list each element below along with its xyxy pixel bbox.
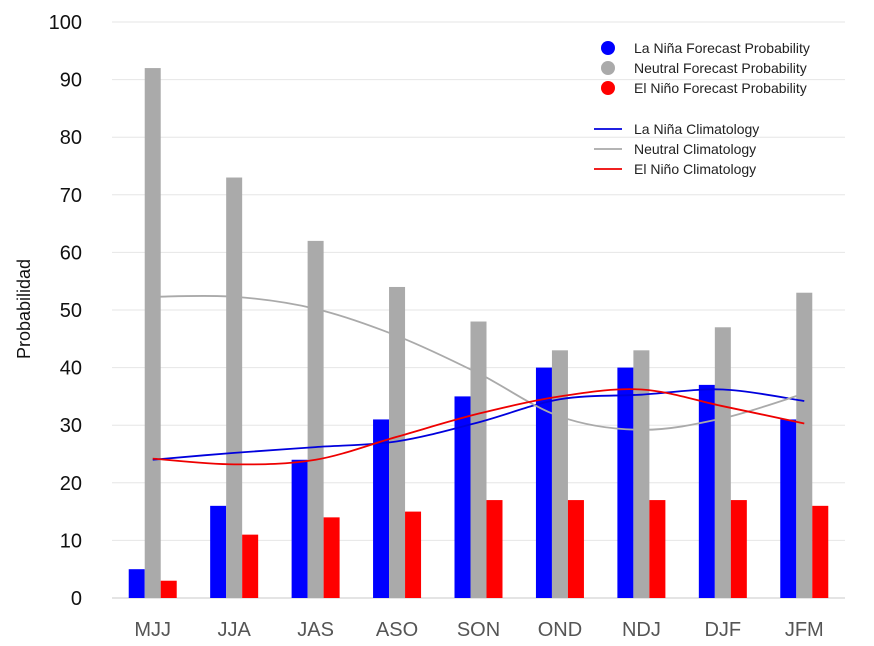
bar-el-ni-o-forecast-probability-mjj bbox=[160, 580, 177, 598]
bar-el-ni-o-forecast-probability-djf bbox=[730, 500, 747, 598]
bar-neutral-forecast-probability-djf bbox=[714, 327, 731, 598]
bar-el-ni-o-forecast-probability-jfm bbox=[812, 505, 829, 598]
y-tick-label: 0 bbox=[71, 588, 82, 610]
bar-neutral-forecast-probability-jfm bbox=[796, 292, 813, 598]
legend-item: Neutral Climatology bbox=[594, 141, 756, 157]
legend-label: El Niño Climatology bbox=[634, 161, 756, 177]
legend: La Niña Forecast Probability Neutral Fore… bbox=[594, 40, 810, 177]
x-tick-label: JJA bbox=[217, 619, 251, 641]
x-axis: MJJ JJA JAS ASO SON OND NDJ DJF JFM bbox=[134, 619, 823, 641]
bar-neutral-forecast-probability-son bbox=[470, 321, 487, 598]
bar-la-ni-a-forecast-probability-jas bbox=[291, 459, 308, 598]
bar-la-ni-a-forecast-probability-jja bbox=[210, 505, 227, 598]
bar-el-ni-o-forecast-probability-son bbox=[486, 500, 503, 598]
x-tick-label: JFM bbox=[785, 619, 824, 641]
legend-marker bbox=[601, 41, 615, 55]
line-el-ni-o-climatology bbox=[152, 388, 805, 466]
y-tick-label: 90 bbox=[60, 70, 82, 92]
legend-item: Neutral Forecast Probability bbox=[601, 60, 807, 76]
legend-label: Neutral Climatology bbox=[634, 141, 756, 157]
line-la-ni-a-climatology bbox=[152, 388, 805, 461]
legend-item: El Niño Climatology bbox=[594, 161, 756, 177]
x-tick-label: NDJ bbox=[622, 619, 661, 641]
legend-item: El Niño Forecast Probability bbox=[601, 80, 807, 96]
legend-item: La Niña Climatology bbox=[594, 121, 759, 137]
legend-label: La Niña Forecast Probability bbox=[634, 40, 810, 56]
bar-la-ni-a-forecast-probability-ndj bbox=[617, 367, 634, 598]
bar-neutral-forecast-probability-jja bbox=[226, 177, 243, 598]
bar-el-ni-o-forecast-probability-jja bbox=[242, 534, 259, 598]
climatology-lines bbox=[152, 294, 805, 466]
x-tick-label: DJF bbox=[704, 619, 741, 641]
bar-neutral-forecast-probability-ond bbox=[551, 350, 568, 598]
legend-item: La Niña Forecast Probability bbox=[601, 40, 810, 56]
bar-neutral-forecast-probability-jas bbox=[307, 240, 324, 598]
y-tick-label: 50 bbox=[60, 300, 82, 322]
bar-neutral-forecast-probability-aso bbox=[389, 286, 406, 598]
x-tick-label: JAS bbox=[297, 619, 334, 641]
bar-el-ni-o-forecast-probability-aso bbox=[405, 511, 422, 598]
bars bbox=[128, 68, 829, 598]
bar-el-ni-o-forecast-probability-ndj bbox=[649, 500, 666, 598]
bar-la-ni-a-forecast-probability-aso bbox=[373, 419, 390, 598]
y-tick-label: 100 bbox=[49, 12, 82, 34]
x-tick-label: MJJ bbox=[134, 619, 171, 641]
bar-el-ni-o-forecast-probability-ond bbox=[567, 500, 584, 598]
bar-la-ni-a-forecast-probability-jfm bbox=[780, 419, 797, 598]
x-tick-label: OND bbox=[538, 619, 582, 641]
legend-label: El Niño Forecast Probability bbox=[634, 80, 807, 96]
bar-neutral-forecast-probability-ndj bbox=[633, 350, 650, 598]
y-tick-label: 80 bbox=[60, 127, 82, 149]
legend-label: Neutral Forecast Probability bbox=[634, 60, 807, 76]
bar-la-ni-a-forecast-probability-ond bbox=[535, 367, 552, 598]
bar-la-ni-a-forecast-probability-mjj bbox=[128, 569, 145, 598]
legend-marker bbox=[601, 61, 615, 75]
y-tick-label: 70 bbox=[60, 185, 82, 207]
y-axis: 0 10 20 30 40 50 60 70 80 90 100 bbox=[49, 12, 82, 610]
y-axis-title: Probabilidad bbox=[14, 259, 34, 359]
legend-marker bbox=[601, 81, 615, 95]
x-tick-label: ASO bbox=[376, 619, 418, 641]
bar-la-ni-a-forecast-probability-son bbox=[454, 396, 471, 598]
y-tick-label: 60 bbox=[60, 242, 82, 264]
x-tick-label: SON bbox=[457, 619, 500, 641]
line-neutral-climatology bbox=[152, 294, 805, 431]
y-tick-label: 40 bbox=[60, 358, 82, 380]
bar-el-ni-o-forecast-probability-jas bbox=[323, 517, 340, 598]
bar-neutral-forecast-probability-mjj bbox=[144, 68, 161, 598]
y-tick-label: 30 bbox=[60, 415, 82, 437]
y-tick-label: 10 bbox=[60, 530, 82, 552]
bar-la-ni-a-forecast-probability-djf bbox=[698, 384, 715, 598]
y-tick-label: 20 bbox=[60, 473, 82, 495]
legend-label: La Niña Climatology bbox=[634, 121, 759, 137]
